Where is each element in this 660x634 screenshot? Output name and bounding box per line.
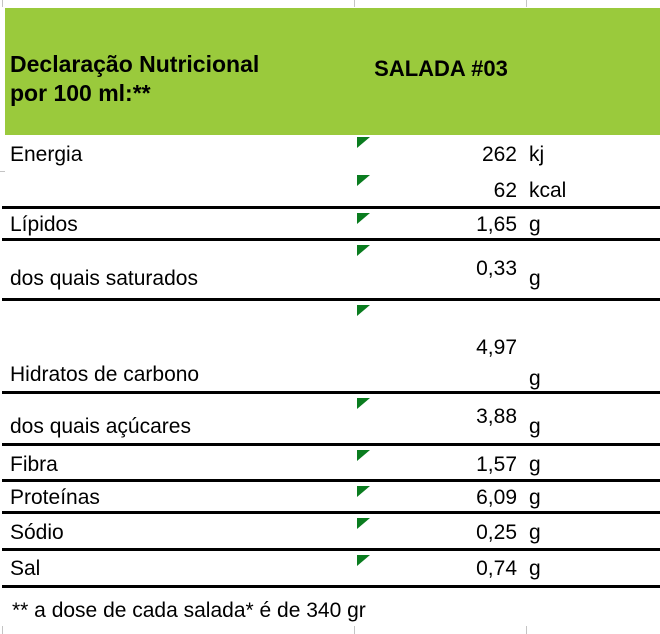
nutrient-unit[interactable]: g bbox=[529, 367, 541, 390]
nutrient-unit[interactable]: g bbox=[529, 267, 541, 290]
table-header: Declaração Nutricional por 100 ml:** SAL… bbox=[5, 8, 660, 135]
cell-comment-marker-icon bbox=[357, 137, 370, 148]
nutrient-value[interactable]: 0,33 bbox=[476, 257, 517, 280]
gridline-stub bbox=[354, 626, 355, 634]
nutrient-unit[interactable]: g bbox=[529, 557, 541, 580]
nutrient-value[interactable]: 4,97 bbox=[476, 336, 517, 359]
table-row-hidratos: Hidratos de carbono 4,97 g bbox=[2, 304, 660, 394]
gridline-stub bbox=[2, 626, 3, 634]
table-row-energia: Energia 262 kj 62 kcal bbox=[2, 135, 660, 209]
nutrient-label[interactable]: dos quais saturados bbox=[10, 267, 198, 290]
nutrient-label[interactable]: Fibra bbox=[10, 453, 58, 476]
gridline-stub bbox=[354, 0, 355, 7]
cell-comment-marker-icon bbox=[357, 398, 370, 409]
nutrient-value[interactable]: 62 bbox=[493, 179, 517, 202]
cell-comment-marker-icon bbox=[357, 450, 370, 461]
nutrient-unit[interactable]: kj bbox=[529, 143, 545, 166]
nutrient-label[interactable]: Energia bbox=[10, 143, 83, 166]
table-row-fibra: Fibra 1,57 g bbox=[2, 449, 660, 482]
gridline-stub bbox=[0, 171, 5, 172]
energia-line-kcal: 62 kcal bbox=[2, 172, 660, 209]
declaration-title[interactable]: Declaração Nutricional por 100 ml:** bbox=[10, 50, 259, 108]
nutrient-value[interactable]: 262 bbox=[481, 143, 517, 166]
cell-comment-marker-icon bbox=[357, 175, 370, 186]
nutrient-value[interactable]: 0,25 bbox=[476, 521, 517, 544]
table-row-lipidos: Lípidos 1,65 g bbox=[2, 212, 660, 241]
table-row-proteinas: Proteínas 6,09 g bbox=[2, 485, 660, 514]
table-row-acucares: dos quais açúcares 3,88 g bbox=[2, 397, 660, 446]
cell-comment-marker-icon bbox=[357, 486, 370, 497]
nutrient-label[interactable]: Proteínas bbox=[10, 486, 100, 509]
nutrient-unit[interactable]: g bbox=[529, 486, 541, 509]
salad-column-title[interactable]: SALADA #03 bbox=[374, 56, 508, 81]
nutrient-label[interactable]: Hidratos de carbono bbox=[10, 363, 200, 386]
nutrient-unit[interactable]: kcal bbox=[529, 179, 567, 202]
gridline-stub bbox=[2, 0, 3, 7]
table-row-saturados: dos quais saturados 0,33 g bbox=[2, 244, 660, 301]
table-row-sal: Sal 0,74 g bbox=[2, 554, 660, 588]
table-row-sodio: Sódio 0,25 g bbox=[2, 517, 660, 551]
nutrient-unit[interactable]: g bbox=[529, 453, 541, 476]
cell-comment-marker-icon bbox=[357, 305, 370, 316]
nutrient-unit[interactable]: g bbox=[529, 213, 541, 236]
nutrient-unit[interactable]: g bbox=[529, 415, 541, 438]
cell-comment-marker-icon bbox=[357, 245, 370, 256]
gridline-stub bbox=[526, 0, 527, 7]
nutrient-label[interactable]: Sódio bbox=[10, 521, 64, 544]
cell-comment-marker-icon bbox=[357, 213, 370, 224]
nutrient-value[interactable]: 0,74 bbox=[476, 557, 517, 580]
nutrient-label[interactable]: Lípidos bbox=[10, 213, 78, 236]
nutrient-label[interactable]: Sal bbox=[10, 557, 41, 580]
nutrient-value[interactable]: 6,09 bbox=[476, 486, 517, 509]
gridline-stub bbox=[526, 626, 527, 634]
dose-footnote[interactable]: ** a dose de cada salada* é de 340 gr bbox=[12, 599, 366, 622]
nutrient-label[interactable]: dos quais açúcares bbox=[10, 415, 191, 438]
energia-line-kj: Energia 262 kj bbox=[2, 135, 660, 172]
cell-comment-marker-icon bbox=[357, 555, 370, 566]
cell-comment-marker-icon bbox=[357, 518, 370, 529]
declaration-title-line1: Declaração Nutricional bbox=[10, 51, 260, 77]
nutrient-value[interactable]: 1,57 bbox=[476, 453, 517, 476]
nutrient-value[interactable]: 1,65 bbox=[476, 213, 517, 236]
declaration-title-line2: por 100 ml:** bbox=[10, 80, 151, 106]
nutrient-value[interactable]: 3,88 bbox=[476, 405, 517, 428]
nutrient-unit[interactable]: g bbox=[529, 521, 541, 544]
